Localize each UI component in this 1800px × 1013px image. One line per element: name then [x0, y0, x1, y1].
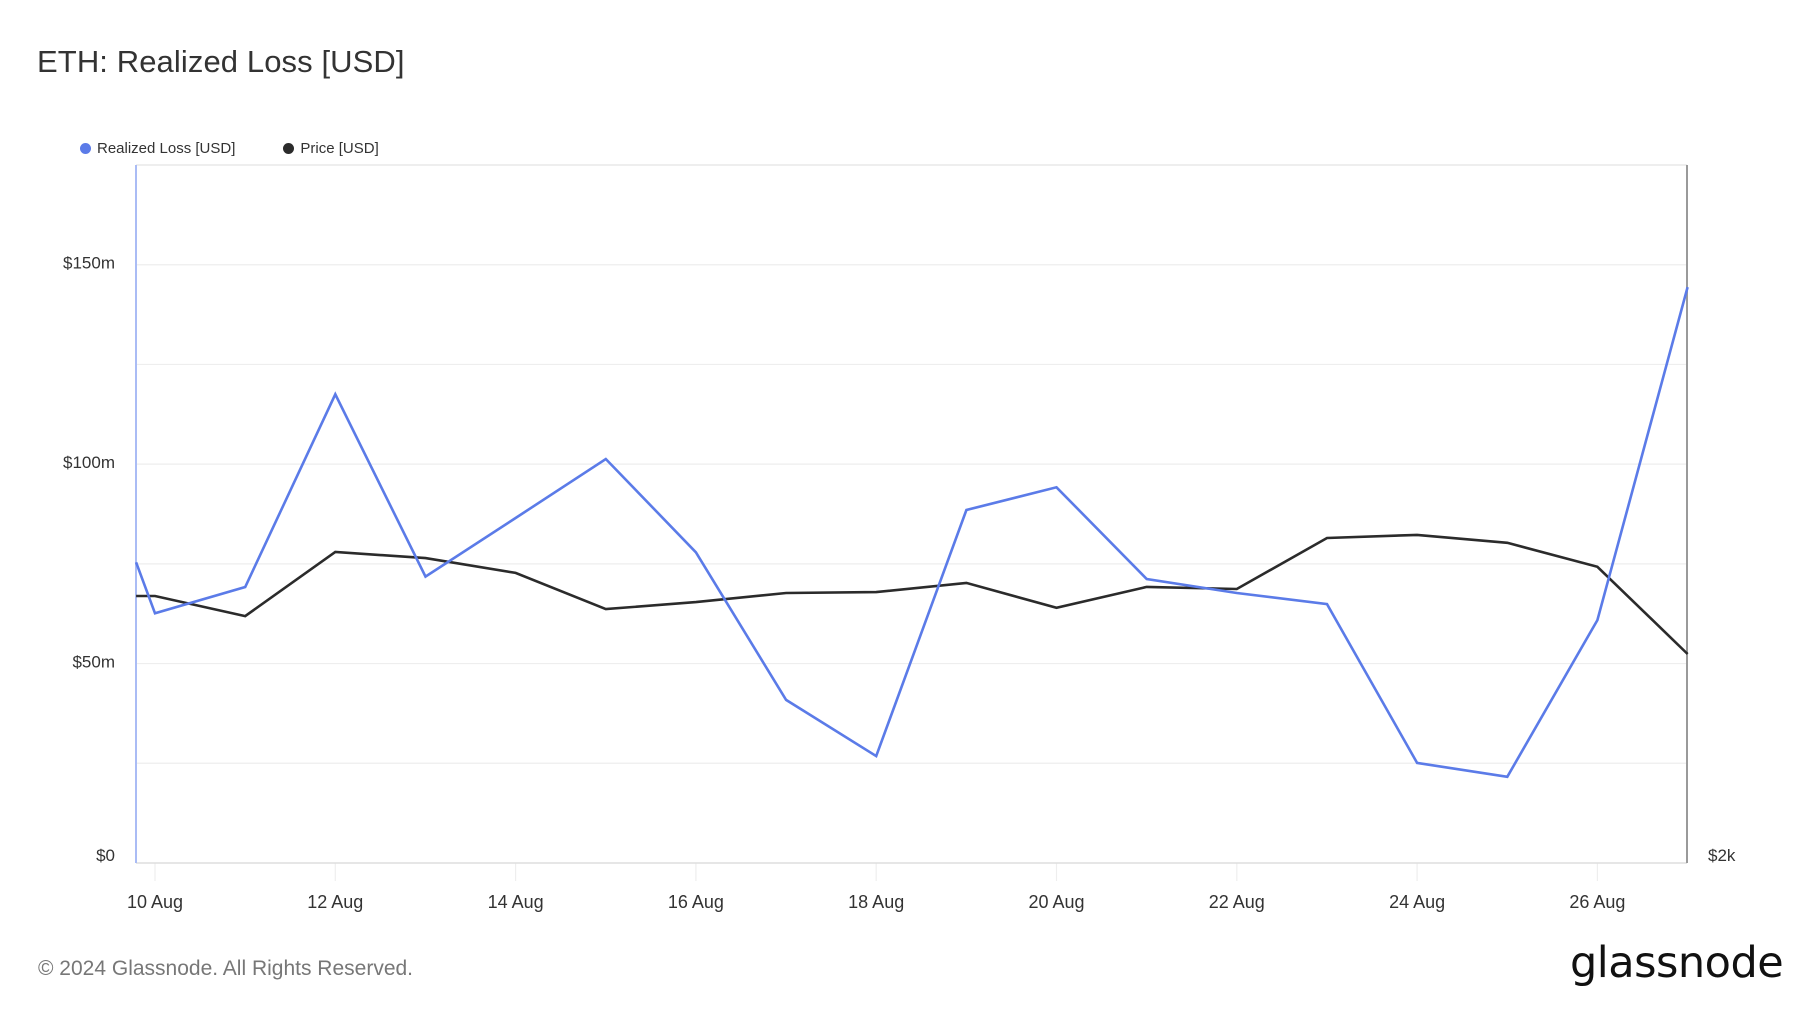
chart-title: ETH: Realized Loss [USD] [37, 44, 405, 79]
y2-tick-label: $2k [1708, 846, 1736, 865]
copyright-text: © 2024 Glassnode. All Rights Reserved. [38, 957, 414, 980]
legend-item-price[interactable]: Price [USD] [283, 140, 379, 157]
x-tick-label: 26 Aug [1569, 892, 1625, 912]
y-tick-label: $150m [63, 254, 115, 273]
y-tick-label: $0 [96, 846, 115, 865]
legend-label-price: Price [USD] [300, 140, 379, 157]
x-tick-label: 10 Aug [127, 892, 183, 912]
grid-lines [136, 164, 1687, 764]
glassnode-logo[interactable]: glassnode [1570, 938, 1784, 988]
price-line[interactable] [136, 533, 1689, 655]
x-axis: 10 Aug 12 Aug 14 Aug 16 Aug 18 Aug 20 Aug 22 A… [127, 863, 1625, 912]
realized-loss-line[interactable] [134, 286, 1689, 779]
y-tick-label: $100m [63, 453, 115, 472]
series-lines [134, 286, 1689, 779]
y-axis-right: $2k [1708, 846, 1736, 865]
x-tick-label: 12 Aug [307, 892, 363, 912]
x-tick-label: 16 Aug [668, 892, 724, 912]
y-tick-label: $50m [72, 653, 115, 672]
y-axis-left: $0 $50m $100m $150m [63, 254, 115, 865]
x-tick-label: 24 Aug [1389, 892, 1445, 912]
x-tick-label: 20 Aug [1028, 892, 1084, 912]
x-tick-label: 14 Aug [488, 892, 544, 912]
circle-dot-icon [80, 143, 91, 154]
x-tick-label: 18 Aug [848, 892, 904, 912]
legend-label-realized-loss: Realized Loss [USD] [97, 140, 236, 157]
x-tick-label: 22 Aug [1209, 892, 1265, 912]
legend-item-realized-loss[interactable]: Realized Loss [USD] [80, 140, 235, 157]
chart-legend: Realized Loss [USD] Price [USD] [80, 140, 427, 157]
circle-dot-icon [283, 143, 295, 154]
axis-lines [135, 165, 1688, 864]
